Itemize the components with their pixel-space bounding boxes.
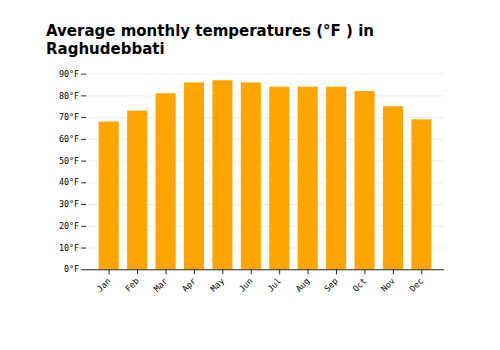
svg-text:Nov: Nov [379,276,397,294]
svg-text:60°F: 60°F [59,134,79,144]
svg-text:Jun: Jun [237,276,255,294]
svg-text:80°F: 80°F [59,91,79,101]
html-text:Average monthly temperatures (: Average monthly temperatures (°F ) in Ra… [46,22,374,58]
svg-text:40°F: 40°F [59,177,79,187]
svg-text:50°F: 50°F [59,156,79,166]
svg-text:May: May [208,276,226,294]
svg-text:Mar: Mar [152,276,170,294]
svg-text:Jul: Jul [265,276,283,294]
svg-text:70°F: 70°F [59,112,79,122]
svg-text:Oct: Oct [351,276,369,294]
svg-text:Jan: Jan [95,276,113,294]
svg-text:Aug: Aug [294,276,312,294]
svg-text:0°F: 0°F [64,264,79,274]
svg-text:Dec: Dec [407,276,425,294]
svg-text:Sep: Sep [322,276,340,294]
svg-text:Feb: Feb [123,276,141,294]
svg-text:20°F: 20°F [59,221,79,231]
svg-text:30°F: 30°F [59,199,79,209]
svg-text:90°F: 90°F [59,69,79,79]
svg-text:10°F: 10°F [59,243,79,253]
svg-text:Apr: Apr [180,276,198,294]
